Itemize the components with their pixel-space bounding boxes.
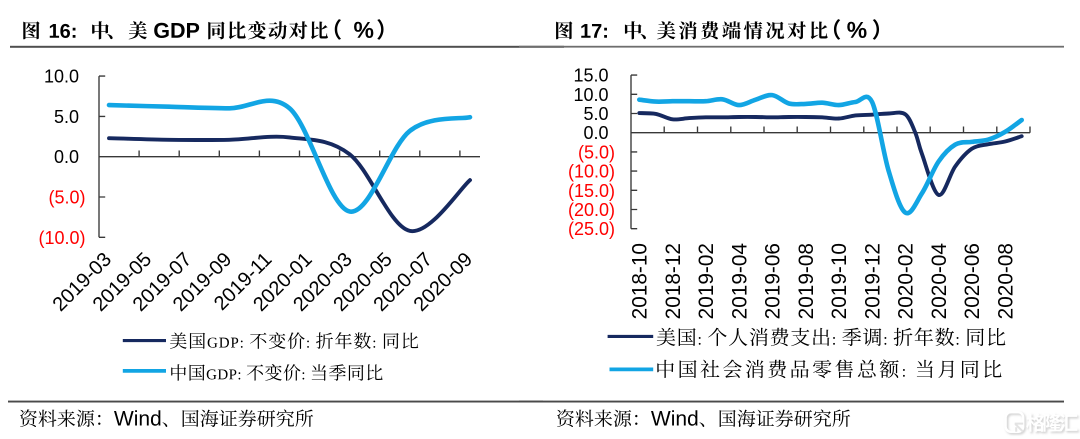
svg-text:5.0: 5.0 — [583, 104, 608, 124]
svg-text:2020-08: 2020-08 — [994, 243, 1017, 319]
svg-text:2020-02: 2020-02 — [895, 243, 918, 319]
svg-text:2020-06: 2020-06 — [961, 243, 984, 319]
svg-text:2018-10: 2018-10 — [629, 243, 652, 319]
svg-text:15.0: 15.0 — [573, 66, 608, 86]
svg-text:2019-08: 2019-08 — [795, 243, 818, 319]
svg-text:5.0: 5.0 — [54, 107, 79, 127]
svg-text:2019-12: 2019-12 — [861, 243, 884, 319]
svg-text:(20.0): (20.0) — [568, 200, 615, 220]
svg-text:(5.0): (5.0) — [48, 188, 85, 208]
svg-text:2020-04: 2020-04 — [928, 243, 951, 319]
svg-text:(10.0): (10.0) — [568, 162, 615, 182]
svg-text:(25.0): (25.0) — [568, 219, 615, 239]
svg-text:2018-12: 2018-12 — [662, 243, 685, 319]
svg-text:2019-10: 2019-10 — [828, 243, 851, 319]
svg-text:0.0: 0.0 — [583, 123, 608, 143]
svg-text:10.0: 10.0 — [573, 85, 608, 105]
svg-text:2019-04: 2019-04 — [728, 243, 751, 319]
svg-text:0.0: 0.0 — [54, 147, 79, 167]
svg-text:(10.0): (10.0) — [38, 228, 85, 248]
svg-text:(5.0): (5.0) — [578, 142, 615, 162]
svg-text:(15.0): (15.0) — [568, 181, 615, 201]
svg-text:10.0: 10.0 — [44, 67, 79, 87]
svg-text:2019-06: 2019-06 — [762, 243, 785, 319]
svg-text:2019-02: 2019-02 — [695, 243, 718, 319]
